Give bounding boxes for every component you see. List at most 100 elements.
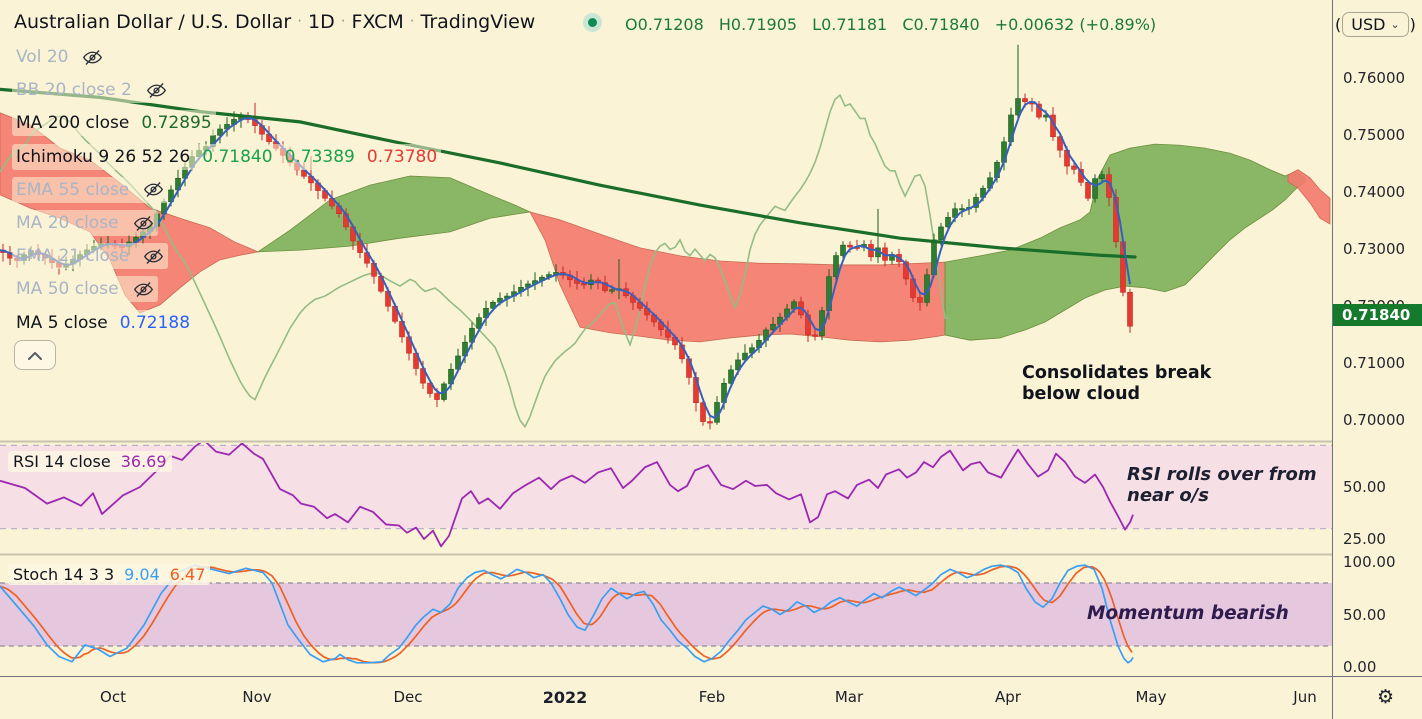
paren-close: ) bbox=[1409, 15, 1416, 34]
legend-value: 0.72188 bbox=[119, 312, 191, 333]
legend-label: Vol 20 bbox=[16, 47, 69, 67]
header-separator-dot: · bbox=[297, 12, 303, 30]
annotation-momentum-bearish: Momentum bearish bbox=[1087, 603, 1289, 624]
legend-label: MA 50 close bbox=[16, 279, 119, 300]
price-tick-label: 0.76000 bbox=[1343, 69, 1406, 87]
symbol-title: Australian Dollar / U.S. Dollar bbox=[14, 11, 292, 33]
legend-label: EMA 21 close bbox=[16, 246, 130, 267]
rsi-band bbox=[0, 445, 1332, 529]
legend-value: 0.73780 bbox=[366, 146, 438, 167]
time-tick-may: May bbox=[1135, 688, 1167, 706]
open-value: O0.71208 bbox=[625, 15, 704, 34]
legend-label: EMA 55 close bbox=[16, 179, 130, 200]
time-axis[interactable]: ⚙ Oct Nov Dec 2022 Feb Mar Apr May Jun bbox=[0, 676, 1422, 719]
change-value: +0.00632 (+0.89%) bbox=[994, 15, 1157, 34]
ichimoku-cloud-red bbox=[1287, 169, 1331, 225]
price-tick-label: 0.75000 bbox=[1343, 126, 1406, 144]
currency-label: USD bbox=[1351, 15, 1386, 34]
chart-canvas bbox=[0, 44, 1332, 664]
stoch-d-value: 6.47 bbox=[169, 565, 206, 584]
chevron-down-icon: ⌄ bbox=[1390, 18, 1400, 31]
exchange-label: FXCM bbox=[351, 11, 404, 33]
last-price-badge: 0.71840 bbox=[1333, 304, 1422, 326]
currency-selector-wrap: ( USD ⌄ ) bbox=[1335, 12, 1416, 37]
stoch-tick-label: 50.00 bbox=[1343, 605, 1386, 624]
rsi-line bbox=[0, 443, 1134, 548]
eye-off-icon bbox=[146, 82, 166, 98]
time-tick-nov: Nov bbox=[242, 688, 272, 706]
axis-corner: ⚙ bbox=[1332, 677, 1422, 719]
legend-row-ma-5-close[interactable]: MA 5 close 0.72188 bbox=[12, 309, 195, 336]
ichimoku-cloud-green bbox=[256, 175, 532, 253]
toggle-visibility-button[interactable] bbox=[143, 179, 164, 200]
legend-row-vol-20[interactable]: Vol 20 bbox=[12, 44, 108, 70]
toggle-visibility-button[interactable] bbox=[143, 246, 164, 267]
legend-row-ichimoku-9-26-52-26[interactable]: Ichimoku 9 26 52 26 0.71840 0.73389 0.73780 bbox=[12, 143, 442, 170]
time-tick-jun: Jun bbox=[1293, 688, 1317, 706]
time-tick-mar: Mar bbox=[834, 688, 864, 706]
stoch-tick-label: 0.00 bbox=[1343, 658, 1377, 676]
legend-label: MA 5 close bbox=[16, 312, 108, 333]
legend-row-ma-50-close[interactable]: MA 50 close bbox=[12, 276, 158, 303]
interval-label[interactable]: 1D bbox=[308, 11, 335, 33]
rsi-label-text: RSI 14 close bbox=[13, 452, 111, 471]
stoch-label-text: Stoch 14 3 3 bbox=[13, 565, 115, 584]
stoch-legend[interactable]: Stoch 14 3 3 9.04 6.47 bbox=[8, 564, 211, 585]
ohlc-readout: O0.71208 H0.71905 L0.71181 C0.71840 +0.0… bbox=[625, 15, 1166, 34]
legend-value: 0.72895 bbox=[141, 113, 212, 134]
header-separator-dot: · bbox=[340, 12, 346, 30]
legend-label: BB 20 close 2 bbox=[16, 80, 132, 101]
time-tick-2022: 2022 bbox=[542, 688, 588, 707]
close-value: C0.71840 bbox=[902, 15, 980, 34]
currency-dropdown-button[interactable]: USD ⌄ bbox=[1342, 12, 1409, 37]
eye-off-icon bbox=[133, 215, 153, 231]
header-separator-dot: · bbox=[409, 12, 415, 30]
paren-open: ( bbox=[1335, 15, 1342, 34]
stoch-k-line bbox=[0, 564, 1134, 664]
stoch-pane bbox=[0, 564, 1332, 664]
symbol-header[interactable]: Australian Dollar / U.S. Dollar · 1D · FXCM ·… bbox=[14, 11, 535, 33]
legend-value: 0.73389 bbox=[284, 146, 355, 167]
price-tick-label: 0.74000 bbox=[1343, 183, 1406, 201]
brand-label: TradingView bbox=[420, 11, 536, 33]
toggle-visibility-button[interactable] bbox=[133, 213, 154, 234]
annotation-rsi-rollover: RSI rolls over from near o/s bbox=[1127, 464, 1317, 507]
legend-label: MA 200 close bbox=[16, 113, 130, 134]
time-tick-oct: Oct bbox=[100, 688, 126, 706]
time-tick-apr: Apr bbox=[995, 688, 1021, 706]
stoch-tick-label: 100.00 bbox=[1343, 553, 1396, 571]
price-axis[interactable]: ( USD ⌄ ) 0.76000 0.75000 0.74000 0.73000 0.… bbox=[1332, 0, 1422, 676]
eye-off-icon bbox=[133, 281, 153, 297]
legend-collapse-button[interactable] bbox=[14, 340, 56, 370]
price-tick-label: 0.70000 bbox=[1343, 411, 1406, 429]
rsi-tick-label: 50.00 bbox=[1343, 478, 1386, 496]
rsi-tick-label: 25.00 bbox=[1343, 530, 1386, 548]
legend-row-ema-21-close[interactable]: EMA 21 close bbox=[12, 243, 169, 270]
eye-off-icon bbox=[144, 182, 164, 198]
toggle-visibility-button[interactable] bbox=[82, 47, 103, 68]
legend-value: 0.71840 bbox=[202, 146, 273, 167]
legend-row-bb-20-close-2[interactable]: BB 20 close 2 bbox=[12, 77, 171, 104]
price-tick-label: 0.73000 bbox=[1343, 240, 1406, 258]
legend-label: Ichimoku 9 26 52 26 bbox=[16, 146, 191, 167]
eye-off-icon bbox=[144, 248, 164, 264]
rsi-value: 36.69 bbox=[120, 452, 167, 471]
toggle-visibility-button[interactable] bbox=[146, 80, 167, 101]
legend-row-ema-55-close[interactable]: EMA 55 close bbox=[12, 176, 169, 203]
time-tick-feb: Feb bbox=[698, 688, 726, 706]
eye-off-icon bbox=[83, 49, 103, 65]
toggle-visibility-button[interactable] bbox=[133, 279, 154, 300]
time-tick-dec: Dec bbox=[393, 688, 423, 706]
legend-row-ma-200-close[interactable]: MA 200 close 0.72895 bbox=[12, 110, 216, 137]
gear-icon[interactable]: ⚙ bbox=[1377, 686, 1395, 708]
legend-row-ma-20-close[interactable]: MA 20 close bbox=[12, 210, 158, 236]
annotation-consolidates: Consolidates break below cloud bbox=[1022, 363, 1212, 404]
stoch-k-value: 9.04 bbox=[124, 565, 160, 584]
low-value: L0.71181 bbox=[812, 15, 888, 34]
rsi-legend[interactable]: RSI 14 close 36.69 bbox=[8, 451, 172, 472]
legend-label: MA 20 close bbox=[16, 213, 119, 233]
chevron-up-icon bbox=[28, 351, 42, 360]
market-status-dot-icon bbox=[583, 13, 602, 32]
high-value: H0.71905 bbox=[718, 15, 798, 34]
